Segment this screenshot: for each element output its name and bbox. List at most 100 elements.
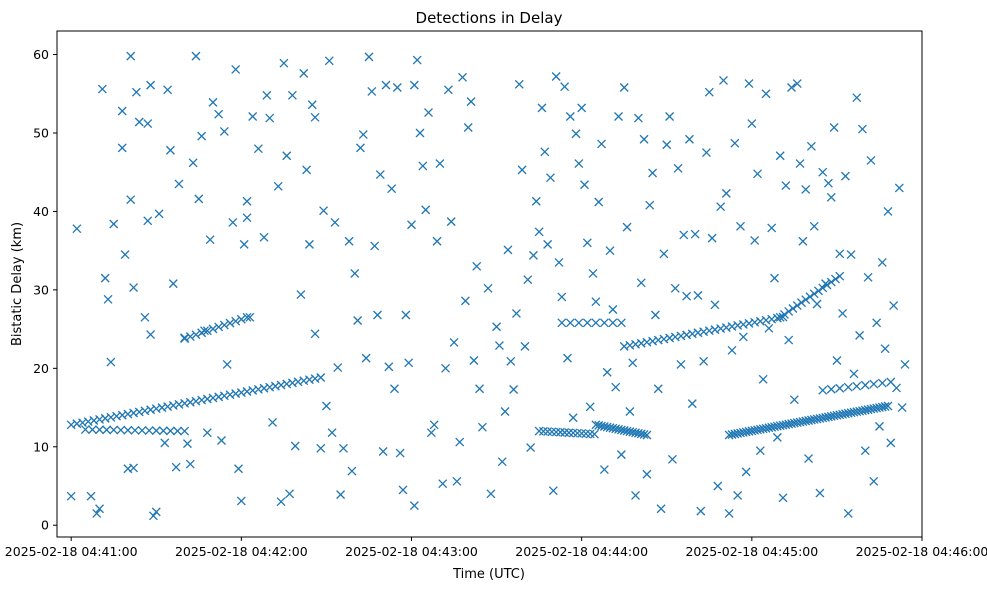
data-point bbox=[231, 64, 241, 74]
data-point bbox=[838, 308, 848, 318]
data-point bbox=[248, 112, 258, 121]
data-point bbox=[526, 443, 536, 453]
data-point bbox=[146, 330, 156, 340]
data-point bbox=[747, 119, 757, 129]
data-point bbox=[704, 87, 714, 97]
data-point bbox=[772, 432, 782, 442]
data-point bbox=[809, 221, 819, 231]
data-point bbox=[866, 155, 876, 165]
data-point bbox=[523, 275, 533, 285]
data-point bbox=[551, 72, 561, 81]
data-point bbox=[863, 272, 873, 282]
track-point bbox=[682, 330, 692, 340]
data-point bbox=[852, 93, 862, 103]
data-point bbox=[143, 119, 153, 129]
track-point bbox=[761, 315, 771, 325]
track-point bbox=[165, 426, 175, 436]
data-point bbox=[755, 446, 765, 456]
data-point bbox=[304, 239, 314, 249]
data-point bbox=[151, 507, 161, 517]
track-point bbox=[89, 416, 99, 425]
track-point bbox=[270, 381, 280, 391]
track-point bbox=[259, 383, 269, 393]
data-point bbox=[100, 273, 110, 283]
track-point bbox=[163, 402, 173, 411]
data-point bbox=[299, 68, 309, 78]
data-point bbox=[699, 356, 709, 366]
x-tick-label: 2025-02-18 04:42:00 bbox=[175, 544, 308, 559]
track-point bbox=[293, 377, 303, 387]
data-point bbox=[713, 481, 723, 491]
data-point bbox=[182, 439, 192, 449]
data-point bbox=[614, 112, 624, 121]
track-point bbox=[860, 380, 870, 390]
data-point bbox=[531, 196, 541, 206]
track-point bbox=[750, 317, 760, 327]
track-point bbox=[106, 412, 116, 422]
y-tick-label: 30 bbox=[33, 282, 49, 297]
data-point bbox=[126, 51, 136, 61]
track-point bbox=[253, 384, 263, 394]
data-point bbox=[236, 496, 246, 506]
data-point bbox=[724, 509, 734, 518]
data-point bbox=[395, 448, 405, 458]
y-tick-label: 60 bbox=[33, 47, 49, 62]
data-point bbox=[438, 479, 448, 489]
data-point bbox=[540, 147, 550, 157]
data-point bbox=[426, 428, 436, 438]
track-point bbox=[653, 335, 663, 345]
data-point bbox=[217, 436, 226, 445]
data-point bbox=[347, 466, 357, 476]
data-point bbox=[829, 123, 839, 132]
track-point bbox=[818, 283, 828, 293]
data-point bbox=[849, 369, 859, 379]
data-point bbox=[477, 422, 487, 432]
data-point bbox=[205, 235, 215, 245]
data-point bbox=[492, 322, 502, 332]
track-point bbox=[534, 426, 544, 436]
data-point bbox=[750, 236, 760, 245]
data-point bbox=[534, 227, 544, 237]
data-point bbox=[307, 100, 317, 110]
track-point bbox=[185, 397, 195, 407]
plot-frame bbox=[56, 30, 923, 538]
data-point bbox=[701, 148, 711, 158]
track-point bbox=[687, 329, 697, 339]
data-point bbox=[821, 279, 831, 289]
data-point bbox=[109, 219, 119, 229]
y-axis-ticks: 0 10 20 30 40 50 60 bbox=[33, 47, 57, 533]
track-point bbox=[66, 420, 76, 430]
data-point bbox=[401, 310, 411, 320]
data-point bbox=[202, 428, 212, 438]
track-point bbox=[852, 381, 862, 391]
data-point bbox=[894, 183, 904, 193]
data-point bbox=[778, 493, 788, 503]
track-point bbox=[134, 407, 144, 417]
track-point bbox=[560, 428, 570, 437]
data-point bbox=[276, 497, 286, 507]
data-point bbox=[633, 113, 643, 123]
data-point bbox=[662, 140, 672, 150]
track-point bbox=[733, 320, 743, 330]
track-point bbox=[287, 378, 297, 388]
track-point bbox=[642, 337, 652, 347]
track-point bbox=[242, 387, 252, 396]
data-point bbox=[719, 75, 728, 85]
data-point bbox=[160, 438, 170, 448]
data-point bbox=[364, 52, 374, 62]
track-point bbox=[883, 401, 893, 411]
data-point bbox=[310, 112, 320, 122]
track-point bbox=[214, 392, 224, 402]
track-point bbox=[589, 429, 599, 439]
data-point bbox=[770, 273, 779, 283]
data-point bbox=[670, 283, 680, 293]
data-point bbox=[449, 337, 459, 347]
data-point bbox=[273, 181, 283, 191]
track-point bbox=[716, 324, 726, 334]
data-point bbox=[767, 223, 777, 233]
data-point bbox=[509, 385, 519, 394]
track-point bbox=[699, 327, 709, 337]
x-tick-label: 2025-02-18 04:43:00 bbox=[345, 544, 478, 559]
data-point bbox=[378, 447, 388, 456]
track-point bbox=[219, 391, 229, 401]
